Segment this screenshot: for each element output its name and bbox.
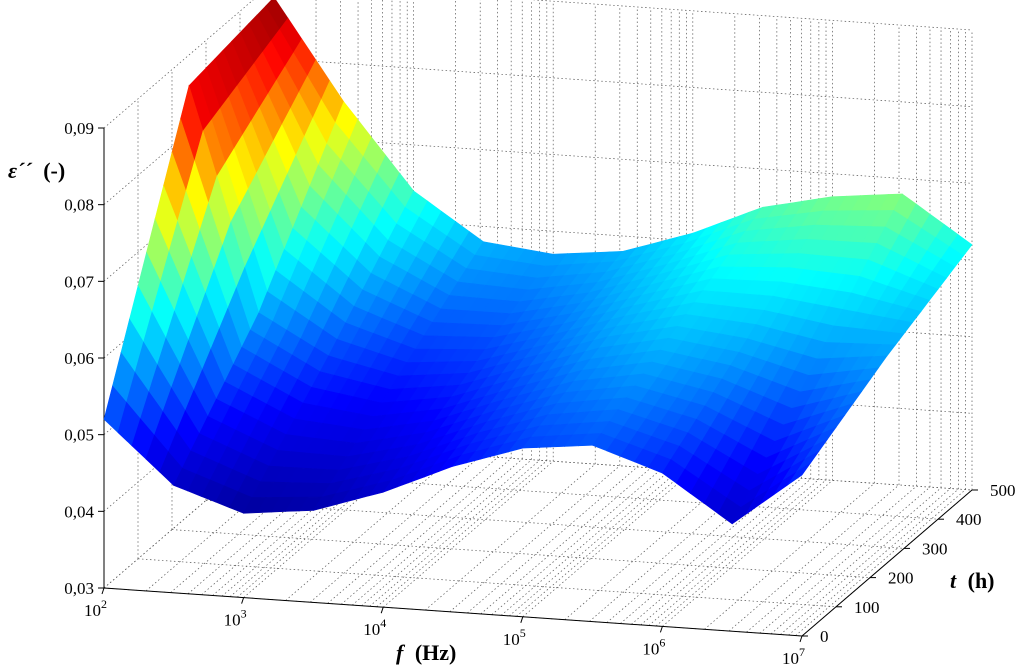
- surface-mesh: [103, 0, 973, 525]
- y-tick-label: 0: [820, 627, 829, 646]
- surface-patch: [787, 462, 811, 486]
- z-tick-label: 0,07: [64, 272, 94, 291]
- y-tick-label: 500: [990, 481, 1016, 500]
- z-tick-label: 0,09: [64, 119, 94, 138]
- x-tick-label: 107: [782, 645, 805, 667]
- y-axis-var: t: [950, 568, 957, 593]
- y-axis-label: t (h): [950, 568, 995, 593]
- z-tick-label: 0,04: [64, 502, 94, 521]
- y-axis-unit: (h): [968, 568, 995, 593]
- x-tick-label: 105: [503, 626, 526, 649]
- x-tick-label: 102: [84, 597, 107, 620]
- z-axis-var: ε´´: [8, 158, 32, 183]
- z-tick-label: 0,05: [64, 426, 94, 445]
- z-tick-label: 0,03: [64, 579, 94, 598]
- z-tick-label: 0,08: [64, 196, 94, 215]
- x-tick-label: 103: [224, 607, 247, 630]
- x-tick-label: 106: [642, 635, 665, 658]
- x-axis-label: f (Hz): [396, 640, 456, 665]
- z-axis-label: ε´´ (-): [8, 158, 65, 183]
- z-tick-label: 0,06: [64, 349, 94, 368]
- axes-frame: [98, 127, 978, 643]
- y-tick-label: 200: [888, 569, 914, 588]
- z-axis-unit: (-): [43, 158, 65, 183]
- x-axis-var: f: [396, 640, 406, 665]
- y-tick-label: 300: [922, 539, 948, 558]
- x-axis-unit: (Hz): [415, 640, 457, 665]
- y-tick-label: 400: [956, 510, 982, 529]
- x-tick-label: 104: [363, 616, 386, 639]
- y-tick-label: 100: [854, 598, 880, 617]
- tick-labels: 0,03 0,04 0,05 0,06 0,07 0,08 0,09 102 103 104 105…: [64, 119, 1015, 667]
